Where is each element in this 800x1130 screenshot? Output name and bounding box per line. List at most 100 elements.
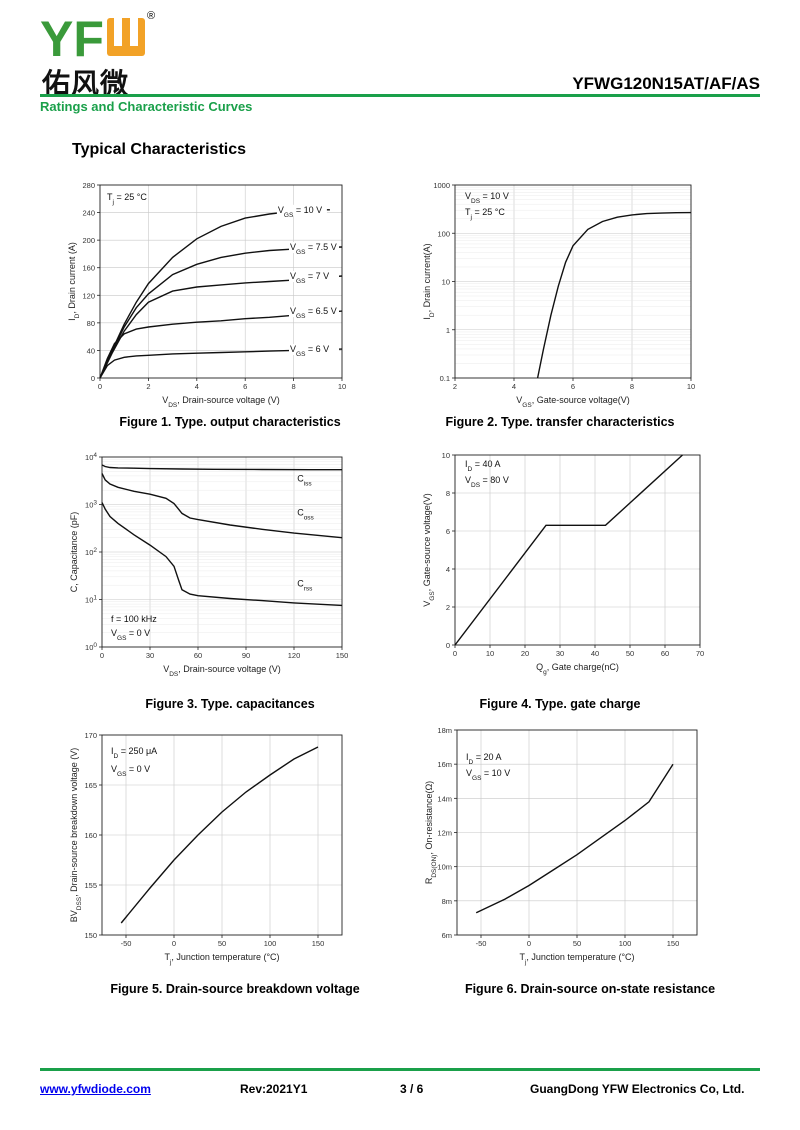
x-tick-label: 0 <box>172 939 176 948</box>
registered-mark: ® <box>147 10 156 22</box>
y-axis-label: ID, Drain current(A) <box>422 243 436 319</box>
svg-text:YF: YF <box>40 12 104 64</box>
series-label-bg <box>276 204 327 216</box>
footer-revision: Rev:2021Y1 <box>240 1082 308 1096</box>
chart-annotation: ID = 40 A <box>465 459 501 473</box>
on-resistance-chart: -50 0 50 100 150 6m 8m 10m 12m 14m 16m 18m Tj, Junct… <box>424 726 698 966</box>
y-tick-label: 160 <box>84 831 97 840</box>
y-tick-label: 1000 <box>433 181 450 190</box>
breakdown-voltage-chart: -50 0 50 100 150 150 155 160 165 170 Tj, Junction … <box>69 731 343 966</box>
y-tick-label: 14m <box>437 794 452 803</box>
x-tick-label: 8 <box>630 382 634 391</box>
x-tick-label: 10 <box>687 382 695 391</box>
x-tick-label: 20 <box>521 649 529 658</box>
series-line <box>454 454 683 646</box>
x-tick-label: -50 <box>121 939 132 948</box>
x-axis-label: Tj, Junction temperature (°C) <box>519 952 634 966</box>
y-tick-label: 80 <box>87 319 95 328</box>
y-tick-label: 102 <box>85 547 97 558</box>
x-tick-label: 150 <box>312 939 325 948</box>
chart-annotation: VGS = 0 V <box>111 764 150 778</box>
x-tick-label: 2 <box>453 382 457 391</box>
footer-website[interactable]: www.yfwdiode.com <box>40 1082 151 1096</box>
y-tick-label: 200 <box>82 236 95 245</box>
x-tick-label: 120 <box>288 651 301 660</box>
y-tick-label: 240 <box>82 209 95 218</box>
y-tick-label: 40 <box>87 346 95 355</box>
y-tick-label: 16m <box>437 760 452 769</box>
y-tick-label: 103 <box>85 499 97 510</box>
y-tick-label: 104 <box>85 452 97 463</box>
y-tick-label: 0 <box>91 374 95 383</box>
x-tick-label: 150 <box>336 651 349 660</box>
x-tick-label: 50 <box>573 939 581 948</box>
x-axis-label: Tj, Junction temperature (°C) <box>164 952 279 966</box>
x-tick-label: 90 <box>242 651 250 660</box>
chart-annotation: f = 100 kHz <box>111 614 157 624</box>
x-tick-label: 150 <box>667 939 680 948</box>
chart-annotation: Tj = 25 °C <box>107 192 147 206</box>
x-tick-label: 0 <box>527 939 531 948</box>
x-tick-label: 10 <box>486 649 494 658</box>
figure-3-caption: Figure 3. Type. capacitances <box>145 697 315 711</box>
series-label: Ciss <box>297 474 312 488</box>
y-axis-label: RDS(ON), On-resistance(Ω) <box>424 781 438 884</box>
y-tick-label: 1 <box>446 326 450 335</box>
y-tick-label: 10m <box>437 863 452 872</box>
y-axis-label: C, Capacitance (pF) <box>69 512 79 593</box>
grid <box>102 734 342 936</box>
y-tick-label: 2 <box>446 603 450 612</box>
x-tick-label: 30 <box>556 649 564 658</box>
x-tick-label: 4 <box>195 382 199 391</box>
chart-annotation: VGS = 0 V <box>111 628 150 642</box>
y-tick-label: 4 <box>446 565 450 574</box>
y-tick-label: 8 <box>446 489 450 498</box>
figure-2-caption: Figure 2. Type. transfer characteristics <box>445 415 675 429</box>
x-tick-label: 0 <box>100 651 104 660</box>
figure-5-caption: Figure 5. Drain-source breakdown voltage <box>110 982 360 996</box>
gate-charge-chart: 0 10 20 30 40 50 60 70 0 2 4 6 8 10 Qg, Gate charge(nC… <box>422 451 704 676</box>
x-axis-label: VDS, Drain-source voltage (V) <box>163 664 281 678</box>
capacitances-chart: 0 30 60 90 120 150 100 101 102 103 104 VDS, Drain-s… <box>69 452 349 678</box>
x-tick-label: 8 <box>292 382 296 391</box>
chart-annotation: VDS = 80 V <box>465 475 509 489</box>
series-line <box>101 464 342 471</box>
series-line <box>101 502 343 607</box>
x-tick-label: 50 <box>626 649 634 658</box>
footer-company: GuangDong YFW Electronics Co, Ltd. <box>530 1082 745 1096</box>
x-tick-label: 100 <box>264 939 277 948</box>
y-axis-label: BVDSS, Drain-source breakdown voltage (V… <box>69 748 83 922</box>
footer-divider <box>40 1068 760 1071</box>
chart-annotation: Tj = 25 °C <box>465 207 505 221</box>
y-tick-label: 12m <box>437 829 452 838</box>
x-axis-label: Qg, Gate charge(nC) <box>536 662 619 676</box>
website-link[interactable]: www.yfwdiode.com <box>40 1082 151 1096</box>
header-divider <box>40 94 760 97</box>
x-tick-label: 6 <box>243 382 247 391</box>
y-axis-label: VGS, Gate-source voltage(V) <box>422 493 436 606</box>
x-tick-label: 6 <box>571 382 575 391</box>
output-characteristics-chart: 0 2 4 6 8 10 0 40 80 120 160 200 240 280 VDS, Drain-so… <box>67 181 346 409</box>
transfer-characteristics-chart: 2 4 6 8 10 0.1 1 10 100 1000 VGS, Gate-source volt… <box>422 181 695 409</box>
y-tick-label: 6m <box>442 931 452 940</box>
plot-frame <box>99 184 343 379</box>
plot-frame <box>454 454 701 646</box>
page-subtitle: Ratings and Characteristic Curves <box>40 99 253 114</box>
x-tick-label: -50 <box>476 939 487 948</box>
figure-6-caption: Figure 6. Drain-source on-state resistan… <box>464 982 716 996</box>
x-tick-label: 60 <box>661 649 669 658</box>
y-tick-label: 155 <box>84 881 97 890</box>
y-tick-label: 120 <box>82 291 95 300</box>
y-tick-label: 10 <box>442 451 450 460</box>
x-tick-label: 70 <box>696 649 704 658</box>
series-line <box>536 211 692 379</box>
x-tick-label: 2 <box>146 382 150 391</box>
series-line <box>101 473 343 539</box>
series-line <box>475 763 674 914</box>
figure-4-caption: Figure 4. Type. gate charge <box>479 697 641 711</box>
y-tick-label: 18m <box>437 726 452 735</box>
series-label: VGS = 6.5 V <box>290 306 337 320</box>
y-tick-label: 160 <box>82 264 95 273</box>
section-title: Typical Characteristics <box>72 141 247 158</box>
figure-1-caption: Figure 1. Type. output characteristics <box>119 415 341 429</box>
